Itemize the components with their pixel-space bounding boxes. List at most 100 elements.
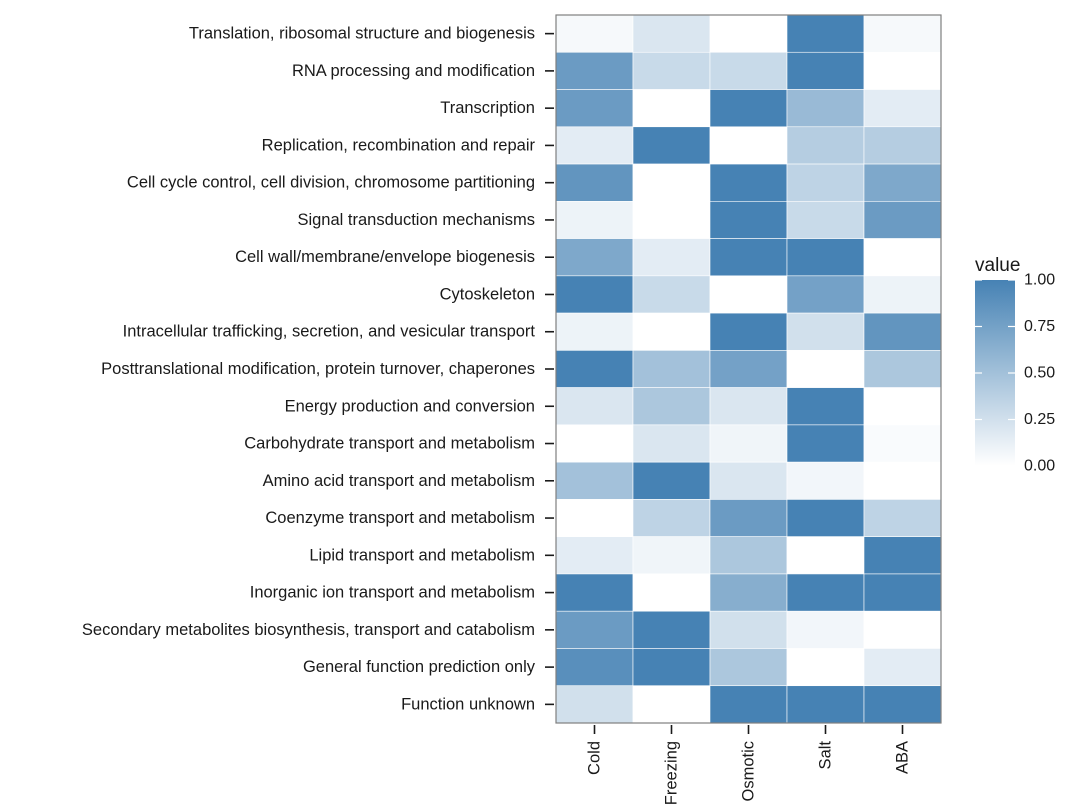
heatmap-cell: [632, 14, 711, 53]
heatmap-cell: [555, 685, 634, 724]
heatmap-cell: [555, 201, 634, 239]
legend-ticks: 1.00 0.75 0.50 0.25 0.00: [975, 272, 1055, 475]
heatmap-cell: [555, 350, 634, 388]
heatmap-cell: [863, 126, 942, 165]
column-label: ABA: [894, 741, 912, 774]
heatmap-cell: [863, 461, 942, 500]
legend-tick-label: 0.50: [1024, 365, 1055, 382]
heatmap-cell: [786, 648, 865, 687]
heatmap-cell: [632, 238, 711, 277]
heatmap-cell: [555, 461, 634, 500]
heatmap-cell: [786, 573, 865, 612]
heatmap-cell: [863, 573, 942, 612]
heatmap-cell: [632, 610, 711, 649]
row-label: Lipid transport and metabolism: [309, 546, 535, 564]
legend-title: value: [975, 255, 1020, 276]
row-label: Translation, ribosomal structure and bio…: [189, 25, 535, 43]
column-label: Osmotic: [740, 741, 758, 802]
heatmap-cell: [709, 350, 788, 388]
row-label: Function unknown: [401, 695, 535, 713]
heatmap-cell: [555, 648, 634, 687]
heatmap-cell: [555, 312, 634, 351]
row-labels: Translation, ribosomal structure and bio…: [82, 25, 554, 713]
heatmap-cell: [709, 89, 788, 128]
heatmap-cell: [863, 312, 942, 351]
heatmap-cell: [555, 573, 634, 612]
row-label: Carbohydrate transport and metabolism: [244, 435, 535, 453]
heatmap-cell: [555, 238, 634, 277]
heatmap-cell: [786, 536, 865, 575]
heatmap-cell: [709, 499, 788, 537]
heatmap-cell: [709, 201, 788, 239]
heatmap-cell: [863, 14, 942, 53]
heatmap-cell: [632, 126, 711, 165]
row-label: Inorganic ion transport and metabolism: [250, 584, 535, 602]
heatmap-cell: [863, 163, 942, 202]
heatmap-cell: [709, 238, 788, 277]
legend-tick-label: 0.25: [1024, 411, 1055, 428]
heatmap-cell: [863, 499, 942, 537]
heatmap-cell: [632, 685, 711, 724]
heatmap-cell: [709, 275, 788, 314]
heatmap-cell: [632, 89, 711, 128]
row-label: General function prediction only: [303, 658, 536, 676]
heatmap-cell: [709, 610, 788, 649]
heatmap-cell: [863, 536, 942, 575]
heatmap-cell: [632, 163, 711, 202]
heatmap-cell: [786, 610, 865, 649]
heatmap-cell: [786, 51, 865, 90]
heatmap-cell: [632, 350, 711, 388]
heatmap-cell: [709, 387, 788, 426]
heatmap-cell: [786, 238, 865, 277]
column-label: Salt: [817, 741, 835, 770]
row-label: Signal transduction mechanisms: [297, 211, 535, 229]
heatmap-cell: [555, 536, 634, 575]
legend: value 1.00 0.75 0.50 0.25 0.00: [975, 255, 1055, 475]
heatmap-cell: [786, 685, 865, 724]
row-label: Replication, recombination and repair: [262, 136, 536, 154]
legend-tick-label: 0.00: [1024, 458, 1055, 475]
heatmap-cell: [709, 461, 788, 500]
row-label: Secondary metabolites biosynthesis, tran…: [82, 621, 535, 639]
heatmap-cell: [555, 89, 634, 128]
heatmap-cell: [863, 275, 942, 314]
heatmap-cell: [863, 238, 942, 277]
column-label: Cold: [586, 741, 604, 775]
heatmap-cell: [709, 685, 788, 724]
heatmap-cell: [632, 201, 711, 239]
heatmap-cell: [786, 461, 865, 500]
heatmap-cell: [709, 573, 788, 612]
heatmap-cell: [863, 387, 942, 426]
heatmap-cell: [786, 350, 865, 388]
heatmap-cell: [709, 51, 788, 90]
heatmap-cell: [786, 14, 865, 53]
row-label: Posttranslational modification, protein …: [101, 360, 535, 378]
heatmap-cell: [555, 126, 634, 165]
row-label: Cytoskeleton: [440, 285, 535, 303]
heatmap-cell: [786, 387, 865, 426]
heatmap-cell: [863, 51, 942, 90]
heatmap-cell: [632, 387, 711, 426]
heatmap-cell: [863, 424, 942, 463]
heatmap-cell: [863, 685, 942, 724]
heatmap-cell: [632, 51, 711, 90]
heatmap-cell: [555, 387, 634, 426]
row-label: Cell wall/membrane/envelope biogenesis: [235, 248, 535, 266]
heatmap-cell: [709, 163, 788, 202]
heatmap-cell: [555, 424, 634, 463]
heatmap-cell: [555, 499, 634, 537]
legend-tick-label: 0.75: [1024, 318, 1055, 335]
heatmap-cell: [632, 573, 711, 612]
heatmap-cell: [786, 163, 865, 202]
heatmap-cell: [632, 424, 711, 463]
panel-border: [555, 14, 942, 724]
heatmap-cell: [555, 51, 634, 90]
row-label: Amino acid transport and metabolism: [263, 472, 535, 490]
heatmap-cell: [632, 312, 711, 351]
row-label: Energy production and conversion: [285, 397, 535, 415]
heatmap-cell: [709, 126, 788, 165]
heatmap-cell: [786, 275, 865, 314]
heatmap-cell: [863, 89, 942, 128]
heatmap-cell: [709, 648, 788, 687]
